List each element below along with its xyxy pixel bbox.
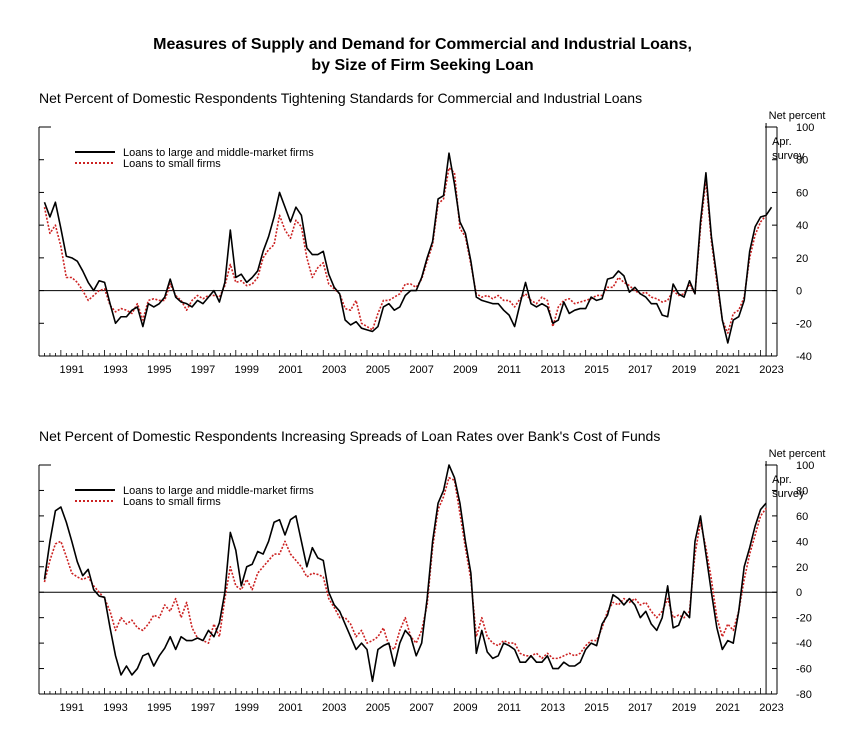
chart2-survey-label-1: Apr. [772, 474, 792, 486]
chart2-series-small-line [43, 476, 767, 660]
chart2-ytick-label: 60 [796, 511, 808, 523]
chart2-xtick-label: 2009 [453, 702, 477, 714]
chart2-xtick-label: 2023 [759, 702, 783, 714]
main-title-line1: Measures of Supply and Demand for Commer… [153, 36, 692, 53]
chart2-xtick-label: 1991 [60, 702, 84, 714]
chart2: -80 -60 -40 -20 0 20 40 60 80 100 1991 1993 1995 1997… [38, 448, 826, 714]
chart2-xtick-label: 2011 [497, 702, 521, 714]
chart1-survey-label-1: Apr. [772, 136, 792, 148]
chart1-series-small-line [43, 167, 767, 334]
chart2-xtick-label: 2019 [672, 702, 696, 714]
chart1-xtick-label: 1995 [147, 364, 171, 376]
chart2-xtick-label: 1995 [147, 702, 171, 714]
chart1-xtick-label: 2017 [628, 364, 652, 376]
chart1-ylabel: Net percent [769, 110, 826, 122]
chart1-ytick-label: 100 [796, 122, 814, 134]
chart1-ytick-label: 0 [796, 286, 802, 298]
chart2-ytick-label: -20 [796, 613, 812, 625]
main-title-line2: by Size of Firm Seeking Loan [311, 57, 534, 74]
chart1-xtick-label: 2013 [541, 364, 565, 376]
chart2-series-large-line [43, 464, 767, 683]
chart1-xtick-label: 1999 [234, 364, 258, 376]
chart1-xtick-label: 1991 [60, 364, 84, 376]
chart2-xtick-label: 1993 [103, 702, 127, 714]
chart1-xtick-label: 2007 [409, 364, 433, 376]
chart2-ylabel: Net percent [769, 448, 826, 460]
chart2-legend-label-large: Loans to large and middle-market firms [123, 485, 314, 497]
chart1-xtick-label: 2023 [759, 364, 783, 376]
chart1-xtick-label: 2011 [497, 364, 521, 376]
chart2-xtick-label: 2001 [278, 702, 302, 714]
chart2-title: Net Percent of Domestic Respondents Incr… [39, 428, 661, 444]
chart1: -40 -20 0 20 40 60 80 100 1991 1993 1995 1997 1999 20… [38, 110, 826, 376]
main-title: Measures of Supply and Demand for Commer… [0, 34, 845, 76]
chart2-ytick-label: 0 [796, 587, 802, 599]
chart1-xtick-label: 1993 [103, 364, 127, 376]
chart1-ytick-label: 40 [796, 220, 808, 232]
chart1-ytick-label: 80 [796, 155, 808, 167]
chart2-ytick-label: 80 [796, 485, 808, 497]
chart1-survey-label-2: survey [772, 150, 805, 162]
chart2-xtick-label: 2005 [366, 702, 390, 714]
chart2-xtick-label: 2003 [322, 702, 346, 714]
chart2-xtick-label: 2007 [409, 702, 433, 714]
chart2-ytick-label: -60 [796, 664, 812, 676]
chart1-xtick-label: 2015 [584, 364, 608, 376]
chart2-xtick-label: 2015 [584, 702, 608, 714]
chart1-ytick-label: 20 [796, 253, 808, 265]
chart2-xtick-label: 1999 [234, 702, 258, 714]
chart1-ytick-label: 60 [796, 187, 808, 199]
chart1-xtick-label: 2021 [716, 364, 740, 376]
chart1-ytick-label: -20 [796, 318, 812, 330]
chart2-ytick-label: 40 [796, 536, 808, 548]
chart2-ytick-label: 100 [796, 460, 814, 472]
chart1-title: Net Percent of Domestic Respondents Tigh… [39, 90, 643, 106]
chart2-xtick-label: 2013 [541, 702, 565, 714]
chart1-xtick-label: 2019 [672, 364, 696, 376]
chart1-xtick-label: 2005 [366, 364, 390, 376]
chart2-xtick-label: 2021 [716, 702, 740, 714]
chart2-ytick-label: -40 [796, 638, 812, 650]
chart2-xtick-label: 1997 [191, 702, 215, 714]
chart1-xtick-label: 2001 [278, 364, 302, 376]
chart2-xtick-label: 2017 [628, 702, 652, 714]
chart1-series-large-line [43, 152, 773, 344]
chart2-legend-label-small: Loans to small firms [123, 496, 221, 508]
chart1-ytick-label: -40 [796, 351, 812, 363]
chart1-xtick-label: 2009 [453, 364, 477, 376]
chart2-ytick-label: 20 [796, 562, 808, 574]
chart1-xtick-label: 1997 [191, 364, 215, 376]
chart2-ytick-label: -80 [796, 689, 812, 701]
chart1-legend-label-large: Loans to large and middle-market firms [123, 147, 314, 159]
chart2-survey-label-2: survey [772, 488, 805, 500]
chart1-xtick-label: 2003 [322, 364, 346, 376]
chart1-legend-label-small: Loans to small firms [123, 158, 221, 170]
